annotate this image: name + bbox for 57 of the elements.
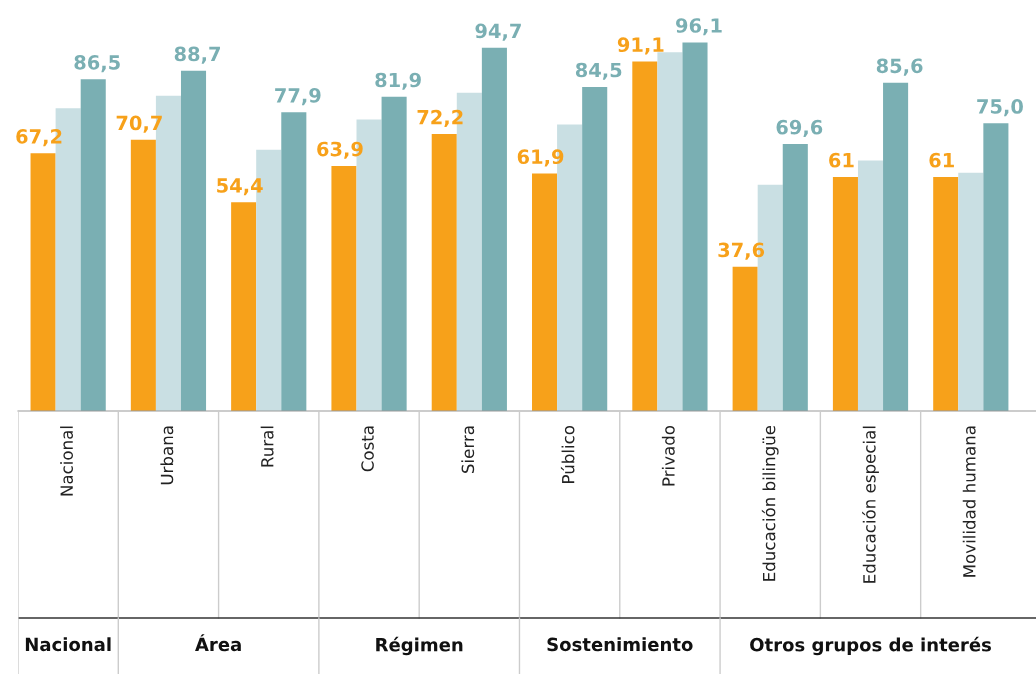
x-tick-label: Sierra [461, 426, 475, 473]
x-tick-label: Privado [661, 425, 675, 486]
data-label: 88,7 [174, 46, 220, 64]
x-tick-label: Público [560, 425, 575, 483]
data-label: 85,6 [876, 58, 923, 76]
bar [632, 61, 658, 411]
bar [481, 47, 507, 411]
bar [682, 42, 708, 411]
text: Otros grupos de interés [750, 636, 991, 656]
data-label: 75,0 [977, 99, 1023, 117]
bar [857, 160, 884, 411]
data-label: 86,5 [74, 54, 120, 73]
text: Nacional [25, 637, 111, 652]
bar [782, 144, 808, 411]
data-label: 69,6 [776, 119, 823, 137]
data-label: 77,9 [275, 87, 321, 106]
bar [281, 112, 307, 411]
bar [532, 173, 558, 411]
bar [231, 202, 257, 411]
x-tick-label: Nacional [60, 426, 73, 496]
data-label: 63,9 [317, 141, 363, 159]
bar [933, 177, 959, 411]
data-label: 70,7 [116, 115, 162, 133]
data-label: 81,9 [375, 72, 421, 90]
data-label: 94,7 [475, 23, 521, 41]
text: Área [195, 634, 241, 652]
x-tick-label: Educación especial [862, 426, 879, 583]
data-label: 72,2 [417, 109, 463, 128]
x-tick-label: Educación bilingüe [761, 425, 779, 581]
bar [381, 96, 407, 411]
data-label: 67,2 [16, 129, 62, 147]
bar [983, 123, 1009, 411]
data-label: 61,9 [517, 149, 564, 167]
x-tick-label: Urbana [160, 426, 174, 485]
bar [30, 153, 56, 411]
bar [180, 70, 207, 411]
data-label: 54,4 [217, 178, 263, 196]
text: Sostenimiento [547, 637, 693, 652]
x-tick-label: Rural [260, 426, 274, 467]
bar [883, 82, 909, 411]
bar [80, 79, 106, 411]
bar [832, 177, 858, 411]
data-label: 37,6 [718, 242, 765, 260]
x-tick-label: Movilidad humana [962, 426, 976, 577]
bar [130, 139, 156, 411]
data-label: 96,1 [676, 18, 722, 36]
data-label: 84,5 [575, 62, 622, 80]
bar [582, 86, 608, 411]
data-label: 61 [829, 152, 854, 168]
bar [732, 266, 758, 411]
bar [958, 172, 984, 411]
x-tick-label: Costa [361, 426, 374, 472]
bar [331, 165, 357, 411]
text: Régimen [376, 636, 463, 656]
bar [431, 134, 457, 411]
data-label: 91,1 [617, 37, 664, 55]
data-label: 61 [929, 152, 954, 168]
